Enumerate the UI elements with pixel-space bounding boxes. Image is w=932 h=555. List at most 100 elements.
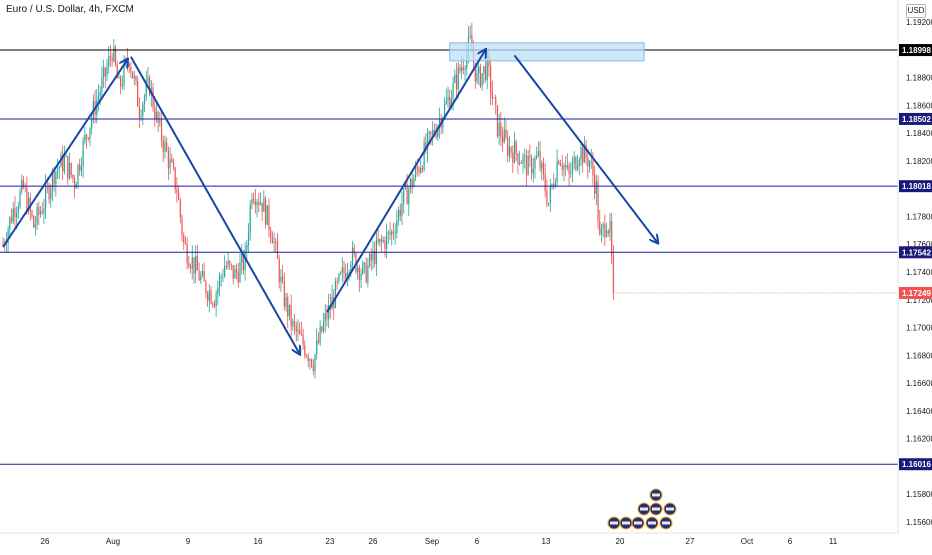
candle-body [416, 167, 418, 169]
candle-body [111, 57, 113, 61]
candle-body [24, 187, 26, 189]
candle-body [241, 253, 243, 263]
candle-body [21, 179, 23, 192]
candle-body [178, 192, 180, 200]
time-tick-label: 6 [475, 537, 480, 546]
candle-body [74, 178, 76, 189]
time-tick-label: 13 [542, 537, 551, 546]
candle-body [224, 266, 226, 277]
candles-layer [2, 22, 614, 379]
price-tick-label: 1.15600 [906, 518, 932, 527]
candle-body [201, 271, 204, 276]
candle-body [525, 155, 528, 176]
candle-body [380, 238, 383, 242]
candle-body [145, 82, 147, 97]
event-flag-stripe [640, 507, 648, 511]
candle-body [437, 126, 439, 137]
candle-body [484, 66, 487, 81]
candle-body [229, 261, 231, 265]
candle-body [314, 354, 316, 372]
candle-body [179, 199, 181, 218]
candle-body [334, 281, 337, 308]
candle-body [612, 256, 614, 293]
candle-body [131, 71, 134, 79]
candle-body [120, 77, 122, 87]
candle-body [70, 163, 72, 175]
candle-body [108, 56, 110, 68]
candle-body [357, 267, 359, 273]
candle-body [53, 171, 55, 185]
candle-body [309, 359, 311, 361]
candle-body [133, 76, 135, 79]
candle-body [114, 47, 117, 65]
time-tick-label: 6 [788, 537, 793, 546]
level-price-badge [899, 180, 932, 193]
candle-body [249, 204, 251, 234]
candle-body [544, 173, 546, 192]
price-axis: 1.19200 1.18800 1.18600 1.18400 1.18200 1.178… [897, 0, 932, 550]
event-flag-stripe [662, 521, 670, 525]
candle-body [425, 142, 427, 151]
candle-body [264, 198, 267, 225]
candle-body [396, 220, 398, 233]
candle-body [524, 155, 526, 157]
candle-body [428, 131, 430, 134]
candle-body [302, 334, 304, 345]
candle-body [536, 155, 538, 159]
candle-body [12, 207, 14, 222]
candle-body [304, 344, 306, 356]
candle-body [403, 188, 405, 204]
candle-body [481, 73, 483, 87]
event-flag-stripe [652, 493, 660, 497]
candle-body [230, 264, 233, 266]
candle-body [546, 191, 548, 205]
trend-arrow [513, 54, 658, 243]
candle-body [244, 250, 246, 270]
candle-body [442, 117, 444, 128]
candle-body [501, 136, 504, 143]
time-tick-label: Oct [741, 537, 754, 546]
candle-body [570, 173, 572, 175]
time-tick-label: Sep [425, 537, 440, 546]
candle-body [602, 224, 604, 229]
candle-body [483, 66, 485, 74]
candle-body [271, 237, 273, 244]
candle-body [510, 146, 512, 153]
candle-body [247, 233, 250, 245]
candle-body [587, 157, 589, 167]
candle-body [19, 191, 21, 207]
candle-body [210, 290, 212, 304]
candle-body [142, 104, 144, 116]
candle-body [455, 74, 458, 90]
event-icons [607, 488, 677, 530]
candle-body [200, 275, 202, 281]
price-tick-label: 1.17600 [906, 240, 932, 249]
candle-body [346, 272, 349, 278]
candle-body [26, 188, 28, 212]
candle-body [91, 118, 93, 128]
candle-body [529, 155, 531, 158]
candle-body [169, 159, 171, 169]
candle-body [387, 231, 389, 234]
currency-label[interactable]: USD [906, 4, 926, 18]
candle-body [498, 122, 500, 137]
candle-body [563, 165, 565, 170]
candle-body [566, 165, 568, 168]
candle-body [328, 304, 330, 320]
candle-body [583, 144, 586, 163]
candle-body [580, 147, 582, 160]
candle-body [609, 220, 611, 234]
candle-body [305, 355, 308, 357]
price-tick-label: 1.17800 [906, 212, 932, 221]
candle-body [462, 67, 464, 70]
candle-body [479, 66, 481, 87]
candle-body [79, 164, 81, 171]
candle-body [99, 92, 101, 97]
candle-body [447, 96, 449, 101]
candle-body [14, 207, 16, 218]
candle-body [438, 118, 441, 127]
candle-body [534, 158, 536, 169]
candle-body [171, 159, 173, 163]
